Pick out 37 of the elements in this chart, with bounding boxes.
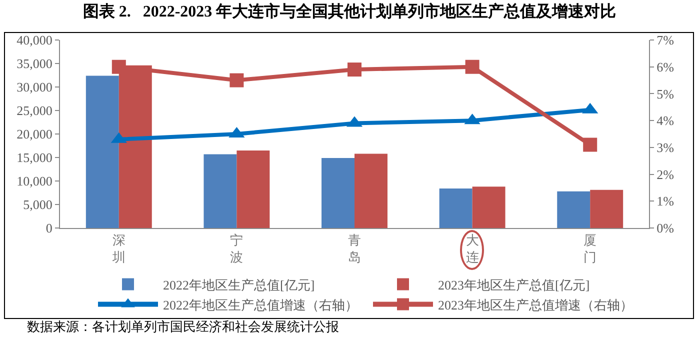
y2-tick-label: 0%: [656, 220, 674, 236]
source-note: 数据来源：各计划单列市国民经济和社会发展统计公报: [27, 319, 339, 334]
x-tick-label: 大连: [466, 232, 479, 264]
bar: [204, 154, 237, 228]
y2-tick-label: 6%: [656, 59, 674, 74]
y2-tick-label: 2%: [656, 166, 674, 182]
y2-tick-label: 1%: [656, 194, 674, 209]
y-tick-label: 30,000: [16, 80, 52, 95]
legend-label: 2022年地区生产总值增速（右轴）: [163, 297, 358, 312]
y-tick-label: 10,000: [16, 174, 52, 189]
bar: [322, 158, 354, 228]
y2-tick-label: 4%: [656, 113, 674, 128]
legend-label: 2023年地区生产总值增速（右轴）: [438, 297, 633, 312]
bar: [86, 76, 119, 228]
bar: [472, 186, 506, 228]
legend-label: 2022年地区生产总值[亿元]: [163, 277, 315, 292]
y-tick-label: 0: [46, 220, 52, 236]
x-tick-label: 青岛: [348, 232, 361, 264]
bar: [590, 190, 624, 228]
y-tick-label: 15,000: [16, 150, 52, 166]
x-tick-label: 深圳: [111, 232, 126, 264]
x-tick-label: 厦门: [584, 232, 597, 264]
y-tick-label: 25,000: [16, 103, 52, 118]
y2-tick-label: 5%: [656, 86, 674, 102]
y2-tick-label: 3%: [656, 140, 674, 155]
bar: [439, 188, 472, 228]
y2-tick-label: 7%: [656, 32, 674, 48]
bar: [557, 191, 590, 228]
x-tick-label: 宁波: [230, 232, 244, 264]
bar: [236, 150, 270, 228]
legend-label: 2023年地区生产总值[亿元]: [438, 277, 590, 292]
chart-title: 图表 2. 2022-2023 年大连市与全国其他计划单列市地区生产总值及增速对比: [82, 2, 616, 20]
y-tick-label: 40,000: [16, 32, 52, 48]
y-tick-label: 35,000: [16, 56, 52, 72]
y-tick-label: 5,000: [23, 197, 52, 212]
y-tick-label: 20,000: [16, 126, 52, 142]
bar: [354, 154, 388, 228]
